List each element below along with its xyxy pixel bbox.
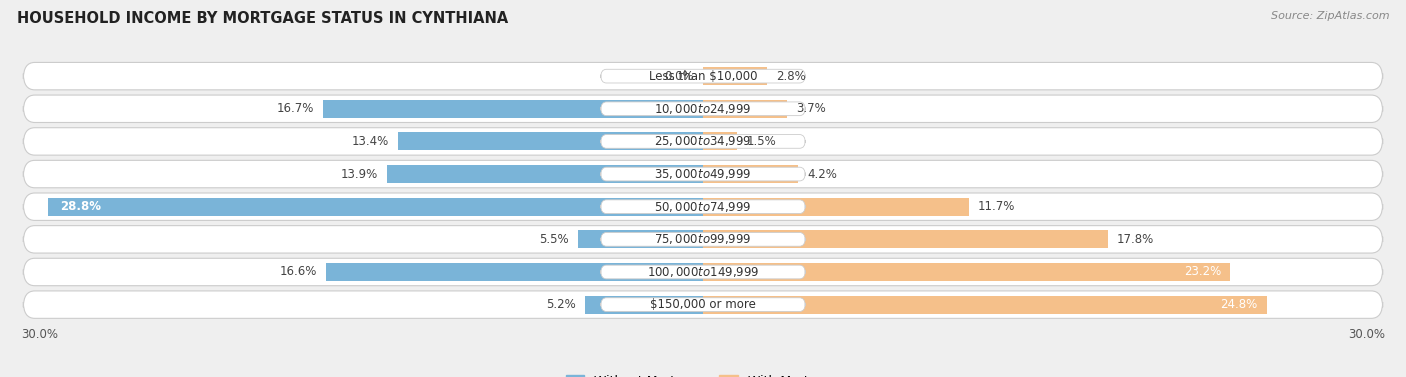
Text: 16.6%: 16.6%	[280, 265, 316, 279]
FancyBboxPatch shape	[600, 167, 806, 181]
Bar	[387, 165, 703, 183]
Text: 30.0%: 30.0%	[21, 328, 58, 341]
Text: $50,000 to $74,999: $50,000 to $74,999	[654, 200, 752, 214]
Text: 28.8%: 28.8%	[59, 200, 101, 213]
Text: 24.8%: 24.8%	[1220, 298, 1257, 311]
FancyBboxPatch shape	[24, 258, 1382, 286]
Text: 3.7%: 3.7%	[796, 102, 825, 115]
FancyBboxPatch shape	[24, 193, 1382, 221]
FancyBboxPatch shape	[24, 160, 1382, 188]
Bar	[578, 230, 703, 248]
Bar	[585, 296, 703, 314]
Text: 13.4%: 13.4%	[352, 135, 389, 148]
Text: 30.0%: 30.0%	[1348, 328, 1385, 341]
Text: 5.2%: 5.2%	[546, 298, 575, 311]
Text: $10,000 to $24,999: $10,000 to $24,999	[654, 102, 752, 116]
Text: HOUSEHOLD INCOME BY MORTGAGE STATUS IN CYNTHIANA: HOUSEHOLD INCOME BY MORTGAGE STATUS IN C…	[17, 11, 508, 26]
Bar	[703, 230, 1108, 248]
Text: 16.7%: 16.7%	[277, 102, 315, 115]
FancyBboxPatch shape	[600, 69, 806, 83]
Text: $35,000 to $49,999: $35,000 to $49,999	[654, 167, 752, 181]
FancyBboxPatch shape	[600, 200, 806, 213]
Bar	[703, 296, 1267, 314]
Legend: Without Mortgage, With Mortgage: Without Mortgage, With Mortgage	[561, 370, 845, 377]
FancyBboxPatch shape	[24, 291, 1382, 318]
Text: 0.0%: 0.0%	[664, 70, 695, 83]
FancyBboxPatch shape	[600, 102, 806, 116]
Text: 1.5%: 1.5%	[747, 135, 776, 148]
Bar	[326, 263, 703, 281]
Text: 4.2%: 4.2%	[807, 167, 838, 181]
Bar	[703, 67, 766, 85]
Text: $100,000 to $149,999: $100,000 to $149,999	[647, 265, 759, 279]
Text: 5.5%: 5.5%	[540, 233, 569, 246]
Text: Less than $10,000: Less than $10,000	[648, 70, 758, 83]
FancyBboxPatch shape	[600, 233, 806, 246]
Text: 2.8%: 2.8%	[776, 70, 806, 83]
Text: 23.2%: 23.2%	[1184, 265, 1222, 279]
Bar	[703, 100, 787, 118]
FancyBboxPatch shape	[24, 226, 1382, 253]
Bar	[398, 132, 703, 150]
FancyBboxPatch shape	[600, 298, 806, 311]
Text: 13.9%: 13.9%	[340, 167, 378, 181]
Bar	[703, 165, 799, 183]
Text: $75,000 to $99,999: $75,000 to $99,999	[654, 232, 752, 246]
Bar	[323, 100, 703, 118]
Bar	[48, 198, 703, 216]
Text: Source: ZipAtlas.com: Source: ZipAtlas.com	[1271, 11, 1389, 21]
FancyBboxPatch shape	[24, 95, 1382, 123]
Bar	[703, 263, 1230, 281]
FancyBboxPatch shape	[600, 135, 806, 148]
Bar	[703, 132, 737, 150]
Text: $150,000 or more: $150,000 or more	[650, 298, 756, 311]
Text: 17.8%: 17.8%	[1116, 233, 1154, 246]
FancyBboxPatch shape	[24, 63, 1382, 90]
Text: $25,000 to $34,999: $25,000 to $34,999	[654, 135, 752, 149]
Bar	[703, 198, 969, 216]
Text: 11.7%: 11.7%	[979, 200, 1015, 213]
FancyBboxPatch shape	[24, 128, 1382, 155]
FancyBboxPatch shape	[600, 265, 806, 279]
